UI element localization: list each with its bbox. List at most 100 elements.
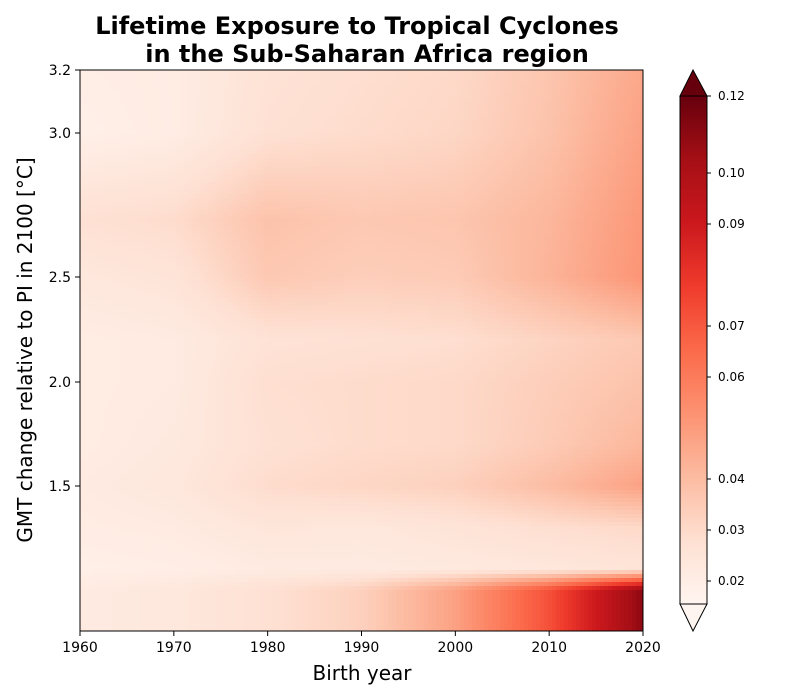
heatmap-cell [488, 90, 493, 95]
heatmap-cell [332, 162, 337, 167]
heatmap-cell [368, 118, 373, 123]
heatmap-cell [176, 210, 181, 215]
heatmap-cell [404, 78, 409, 83]
heatmap-cell [332, 138, 337, 143]
heatmap-cell [124, 150, 129, 155]
heatmap-cell [468, 110, 473, 115]
heatmap-cell [476, 142, 481, 147]
heatmap-cell [544, 122, 549, 127]
heatmap-cell [188, 94, 193, 99]
heatmap-cell [312, 198, 317, 203]
heatmap-cell [80, 94, 85, 99]
heatmap-cell [632, 102, 637, 107]
heatmap-cell [452, 114, 457, 119]
heatmap-cell [584, 82, 589, 87]
heatmap-cell [600, 86, 605, 91]
heatmap-cell [100, 78, 105, 83]
heatmap-cell [88, 190, 93, 195]
heatmap-cell [408, 206, 413, 211]
heatmap-cell [596, 122, 601, 127]
heatmap-cell [84, 162, 89, 167]
heatmap-cell [512, 134, 517, 139]
heatmap-cell [476, 106, 481, 111]
heatmap-cell [376, 122, 381, 127]
heatmap-cell [424, 102, 429, 107]
heatmap-cell [456, 190, 461, 195]
heatmap-cell [396, 146, 401, 151]
heatmap-cell [400, 134, 405, 139]
heatmap-cell [240, 94, 245, 99]
heatmap-cell [540, 206, 545, 211]
heatmap-cell [552, 106, 557, 111]
heatmap-cell [460, 110, 465, 115]
heatmap-cell [524, 74, 529, 79]
heatmap-cell [632, 110, 637, 115]
heatmap-cell [136, 94, 141, 99]
heatmap-cell [300, 78, 305, 83]
heatmap-cell [184, 158, 189, 163]
heatmap-cell [188, 178, 193, 183]
heatmap-cell [304, 74, 309, 79]
heatmap-cell [452, 134, 457, 139]
heatmap-cell [496, 206, 501, 211]
heatmap-cell [608, 206, 613, 211]
heatmap-cell [204, 190, 209, 195]
heatmap-cell [480, 102, 485, 107]
heatmap-cell [404, 94, 409, 99]
heatmap-cell [388, 122, 393, 127]
heatmap-cell [640, 114, 643, 119]
heatmap-cell [124, 126, 129, 131]
heatmap-cell [516, 142, 521, 147]
heatmap-cell [428, 126, 433, 131]
heatmap-cell [348, 114, 353, 119]
heatmap-cell [516, 70, 521, 75]
heatmap-cell [544, 118, 549, 123]
heatmap-cell [408, 174, 413, 179]
heatmap-cell [116, 138, 121, 143]
heatmap-cell [132, 146, 137, 151]
heatmap-cell [292, 162, 297, 167]
heatmap-cell [324, 126, 329, 131]
heatmap-cell [196, 78, 201, 83]
heatmap-cell [200, 98, 205, 103]
heatmap-cell [468, 130, 473, 135]
heatmap-cell [484, 86, 489, 91]
heatmap-cell [540, 174, 545, 179]
heatmap-cell [96, 190, 101, 195]
heatmap-cell [276, 202, 281, 207]
heatmap-cell [164, 70, 169, 75]
heatmap-cell [276, 166, 281, 171]
heatmap-cell [152, 130, 157, 135]
heatmap-cell [188, 98, 193, 103]
heatmap-cell [576, 86, 581, 91]
heatmap-cell [156, 182, 161, 187]
heatmap-cell [152, 194, 157, 199]
heatmap-cell [288, 74, 293, 79]
heatmap-cell [412, 174, 417, 179]
heatmap-cell [340, 142, 345, 147]
heatmap-cell [116, 98, 121, 103]
heatmap-cell [372, 162, 377, 167]
heatmap-cell [440, 126, 445, 131]
heatmap-cell [104, 210, 109, 215]
heatmap-cell [560, 150, 565, 155]
heatmap-cell [528, 138, 533, 143]
heatmap-cell [480, 110, 485, 115]
heatmap-cell [248, 102, 253, 107]
heatmap-cell [564, 154, 569, 159]
heatmap-cell [252, 186, 257, 191]
heatmap-cell [356, 126, 361, 131]
heatmap-cell [152, 110, 157, 115]
heatmap-cell [108, 182, 113, 187]
heatmap-cell [140, 118, 145, 123]
heatmap-cell [556, 74, 561, 79]
heatmap-cell [292, 78, 297, 83]
heatmap-cell [336, 150, 341, 155]
heatmap-cell [504, 102, 509, 107]
heatmap-cell [472, 70, 477, 75]
heatmap-cell [640, 170, 643, 175]
heatmap-cell [144, 106, 149, 111]
heatmap-cell [88, 78, 93, 83]
heatmap-cell [256, 90, 261, 95]
heatmap-cell [268, 142, 273, 147]
